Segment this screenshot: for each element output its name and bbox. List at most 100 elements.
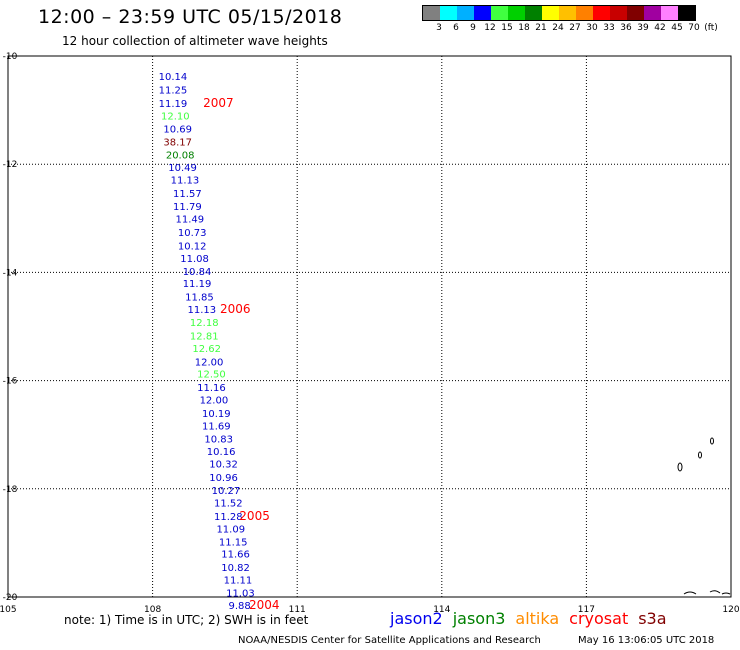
- legend-label: 27: [569, 23, 581, 33]
- wave-height-label: 10.73: [178, 228, 207, 239]
- wave-height-label: 10.32: [209, 459, 238, 470]
- wave-height-label: 10.19: [202, 409, 231, 420]
- legend-label: 36: [620, 23, 632, 33]
- satellite-name: s3a: [638, 609, 667, 628]
- wave-height-label: 12.00: [200, 396, 229, 407]
- wave-height-label: 12.00: [195, 358, 224, 369]
- legend-color-box: [440, 6, 457, 20]
- timestamp-text: May 16 13:06:05 UTC 2018: [578, 635, 715, 646]
- legend-label: 33: [603, 23, 615, 33]
- legend-label: 12: [484, 23, 496, 33]
- legend-label: 9: [470, 23, 476, 33]
- legend-color-box: [661, 6, 678, 20]
- time-label: 2004: [249, 598, 280, 612]
- wave-height-label: 11.11: [224, 576, 253, 587]
- legend-color-box: [474, 6, 491, 20]
- wave-height-label: 10.96: [209, 473, 238, 484]
- wave-height-label: 11.19: [183, 279, 212, 290]
- legend-label: 70: [688, 23, 700, 33]
- island-outline: [710, 437, 714, 445]
- time-label: 2006: [220, 302, 251, 316]
- latitude-tick-label: -14: [3, 268, 18, 278]
- page-title: 12:00 – 23:59 UTC 05/15/2018: [38, 6, 343, 28]
- legend-color-box: [508, 6, 525, 20]
- wave-height-label: 11.08: [180, 254, 209, 265]
- legend-color-box: [678, 6, 695, 20]
- wave-height-label: 10.27: [212, 486, 241, 497]
- longitude-tick-label: 105: [0, 605, 17, 615]
- legend-color-box: [457, 6, 474, 20]
- satellite-name: jason3: [452, 609, 506, 628]
- wave-height-label: 11.85: [185, 293, 214, 304]
- wave-height-label: 11.57: [173, 189, 202, 200]
- legend-label: 21: [535, 23, 547, 33]
- legend-label: 42: [654, 23, 666, 33]
- legend-color-bar: [422, 5, 696, 21]
- legend-label: 18: [518, 23, 530, 33]
- wave-height-label: 10.16: [207, 447, 236, 458]
- legend-color-box: [559, 6, 576, 20]
- wave-height-label: 11.25: [159, 86, 188, 97]
- island-outline: [698, 451, 702, 459]
- legend-label: 30: [586, 23, 598, 33]
- wave-height-label: 10.83: [204, 434, 233, 445]
- wave-height-label: 11.16: [197, 383, 226, 394]
- wave-height-label: 11.69: [202, 422, 231, 433]
- legend-label: 24: [552, 23, 564, 33]
- page-subtitle: 12 hour collection of altimeter wave hei…: [62, 34, 328, 48]
- wave-height-label: 11.15: [219, 537, 248, 548]
- legend-color-box: [525, 6, 542, 20]
- wave-height-label: 11.52: [214, 498, 243, 509]
- legend-color-box: [627, 6, 644, 20]
- wave-height-label: 12.18: [190, 318, 219, 329]
- wave-height-label: 10.12: [178, 241, 207, 252]
- satellite-legend: jason2 jason3 altika cryosat s3a: [390, 609, 677, 628]
- legend-color-box: [542, 6, 559, 20]
- wave-height-label: 11.13: [188, 305, 217, 316]
- legend-label: 39: [637, 23, 649, 33]
- legend-color-box: [576, 6, 593, 20]
- latitude-tick-label: -18: [3, 485, 18, 495]
- wave-height-label: 10.14: [159, 72, 188, 83]
- satellite-name: jason2: [390, 609, 443, 628]
- wave-height-label: 12.10: [161, 112, 190, 123]
- wave-height-label: 10.69: [163, 124, 192, 135]
- wave-height-label: 9.88: [228, 601, 250, 612]
- color-legend: 3 6 9 12 15 18 21 24 27 30 33 36 39 42 45 70 (ft): [422, 5, 718, 35]
- wave-height-label: 10.84: [183, 267, 212, 278]
- wave-height-label: 11.28: [214, 512, 243, 523]
- legend-label: 3: [436, 23, 442, 33]
- latitude-tick-label: -10: [3, 52, 18, 62]
- credit-text: NOAA/NESDIS Center for Satellite Applica…: [238, 635, 541, 646]
- legend-label: 15: [501, 23, 513, 33]
- longitude-tick-label: 108: [144, 605, 161, 615]
- map-frame: [7, 55, 732, 598]
- wave-height-label: 38.17: [163, 137, 192, 148]
- wave-height-label: 10.49: [168, 163, 197, 174]
- time-label: 2005: [239, 509, 270, 523]
- wave-height-label: 20.08: [166, 150, 195, 161]
- wave-height-label: 11.09: [216, 524, 245, 535]
- wave-height-label: 10.82: [221, 563, 250, 574]
- legend-label: (ft): [704, 23, 718, 33]
- longitude-tick-label: 117: [578, 605, 595, 615]
- legend-labels: 3 6 9 12 15 18 21 24 27 30 33 36 39 42 45 70 (ft): [422, 21, 718, 35]
- longitude-tick-label: 111: [289, 605, 306, 615]
- wave-height-label: 11.13: [171, 175, 200, 186]
- wave-height-label: 11.49: [175, 214, 204, 225]
- latitude-tick-label: -20: [3, 593, 18, 603]
- longitude-tick-label: 114: [433, 605, 450, 615]
- satellite-name: cryosat: [569, 609, 629, 628]
- longitude-tick-label: 120: [722, 605, 739, 615]
- time-label: 2007: [203, 96, 234, 110]
- wave-height-label: 11.03: [226, 589, 255, 600]
- legend-color-box: [610, 6, 627, 20]
- footer-note: note: 1) Time is in UTC; 2) SWH is in fe…: [64, 613, 309, 627]
- coastline: [683, 590, 731, 595]
- legend-label: 45: [671, 23, 683, 33]
- legend-color-box: [644, 6, 661, 20]
- legend-color-box: [593, 6, 610, 20]
- latitude-tick-label: -16: [3, 377, 18, 387]
- legend-color-box: [491, 6, 508, 20]
